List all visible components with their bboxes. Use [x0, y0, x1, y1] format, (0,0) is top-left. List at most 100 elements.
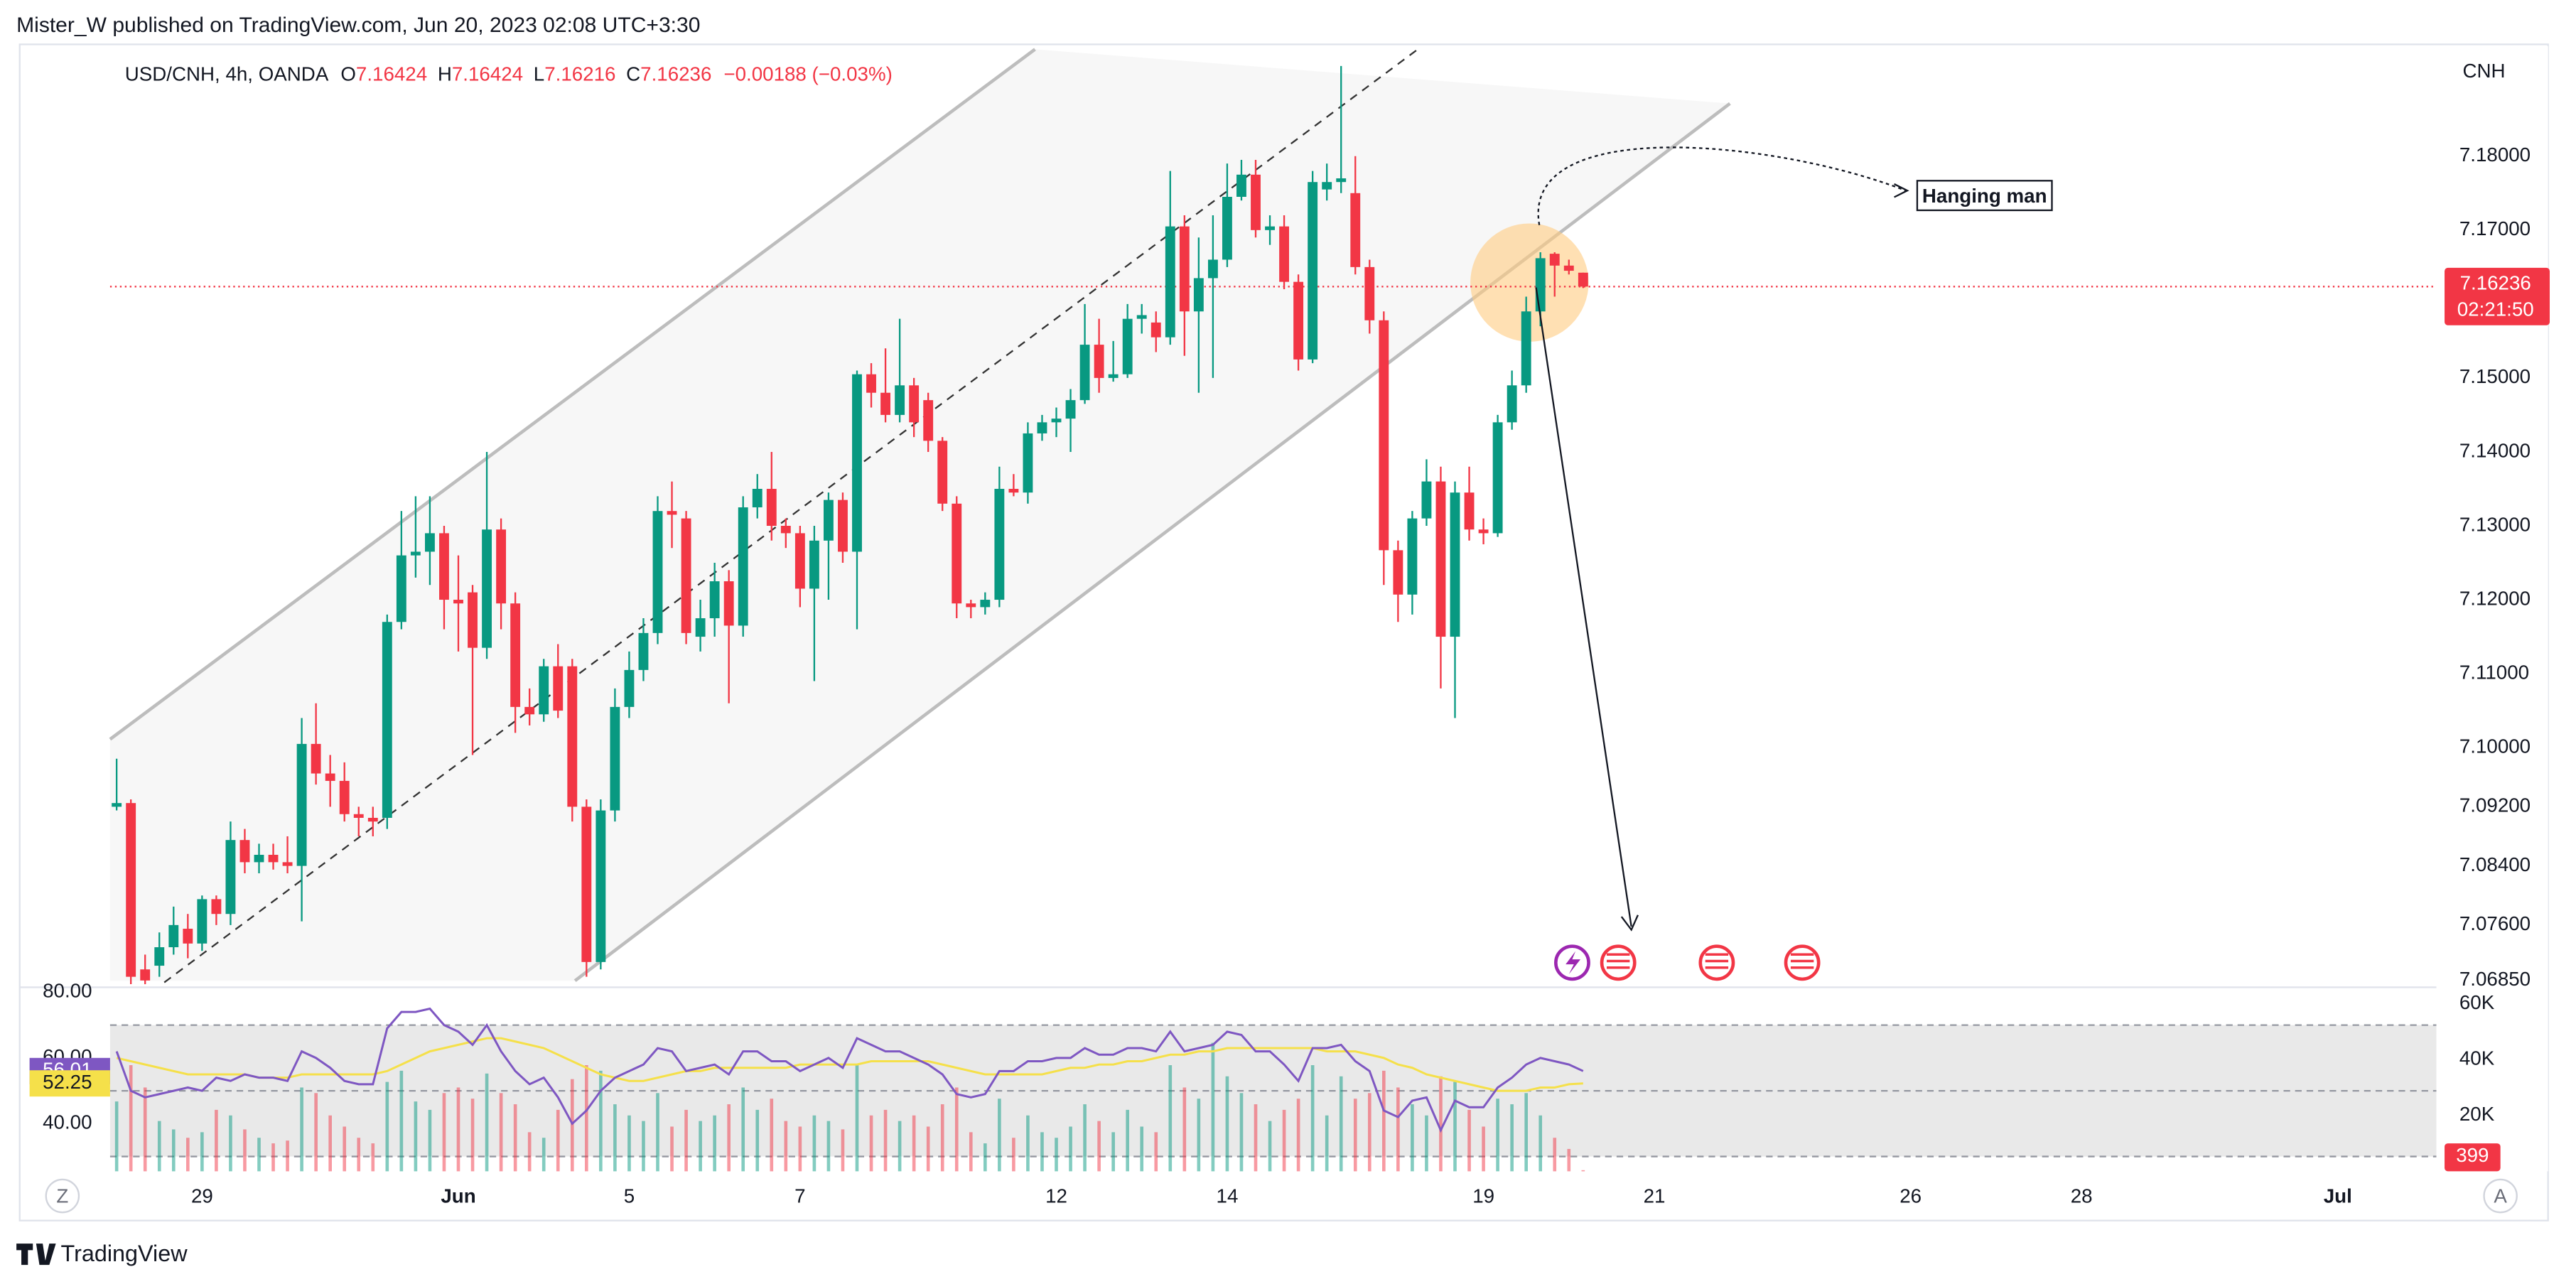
volume-bar — [1496, 1099, 1499, 1172]
volume-bar — [470, 1099, 475, 1172]
candle-body — [1051, 419, 1062, 423]
volume-bar — [912, 1115, 916, 1172]
candle-body — [1464, 492, 1475, 530]
candle-body — [1478, 529, 1489, 534]
rsi-tick-label: 80.00 — [43, 980, 92, 1002]
candle-body — [1578, 272, 1588, 287]
x-tick-label: 19 — [1472, 1185, 1494, 1207]
volume-bar — [1296, 1099, 1300, 1172]
candle-body — [1179, 226, 1190, 312]
candle-body — [1507, 385, 1517, 423]
candle-body — [296, 743, 307, 866]
candle-body — [1393, 550, 1403, 595]
event-icon[interactable] — [1698, 944, 1735, 981]
candle-body — [396, 555, 406, 622]
candle-body — [183, 929, 193, 944]
volume-bar — [926, 1126, 930, 1172]
y-tick-label: 7.11000 — [2459, 661, 2529, 683]
candle-body — [439, 533, 449, 600]
volume-bar — [898, 1121, 902, 1172]
currency: CNH — [2462, 60, 2505, 82]
volume-bar — [485, 1073, 489, 1172]
volume-bar — [129, 1065, 133, 1172]
candle-body — [1065, 400, 1076, 419]
x-tick-label: Jul — [2324, 1185, 2352, 1207]
ohlc-letter: O — [340, 63, 356, 85]
candle-body — [1336, 178, 1347, 183]
candle-body — [766, 488, 777, 526]
volume-bar — [741, 1087, 745, 1172]
volume-bar — [798, 1126, 802, 1172]
indicator-pane — [19, 986, 2548, 1172]
volume-bar — [841, 1129, 845, 1172]
highlight-circle — [1470, 223, 1589, 342]
event-icon[interactable] — [1600, 944, 1637, 981]
candle-body — [1521, 311, 1531, 386]
volume-bar — [371, 1143, 375, 1172]
button-label[interactable]: Z — [56, 1185, 68, 1207]
ohlc-value: 7.16424 — [452, 63, 523, 85]
volume-bar — [1239, 1093, 1244, 1172]
y-tick-label: 7.18000 — [2459, 144, 2531, 166]
volume-bar — [229, 1115, 232, 1172]
candle-body — [482, 529, 492, 648]
volume-bar — [998, 1099, 1001, 1172]
candle-body — [168, 924, 179, 948]
legend: USD/CNH, 4h, OANDA O7.16424 H7.16424 L7.… — [125, 63, 893, 85]
candle-body — [311, 743, 321, 774]
button-label[interactable]: A — [2494, 1185, 2507, 1207]
candle-body — [852, 374, 862, 552]
candle-body — [980, 600, 991, 608]
candle-body — [112, 803, 122, 807]
volume-bar — [1339, 1076, 1343, 1172]
volume-bar — [670, 1126, 674, 1172]
candle-body — [567, 666, 578, 807]
candle-body — [126, 803, 136, 977]
volume-bar — [1325, 1115, 1329, 1172]
volume-bar — [954, 1087, 959, 1172]
volume-bar — [499, 1093, 503, 1172]
ohlc-letter: H — [438, 63, 452, 85]
candle-body — [1094, 345, 1104, 378]
flag-stripes — [1607, 953, 1814, 969]
volume-bar — [286, 1140, 289, 1172]
volume-bar — [556, 1109, 560, 1172]
volume-bar — [300, 1087, 303, 1172]
candle-body — [1350, 193, 1361, 267]
candle-body — [367, 817, 378, 822]
y-tick-label: 7.10000 — [2459, 735, 2531, 757]
volume-bar — [727, 1104, 731, 1172]
volume-tick-label: 20K — [2459, 1103, 2495, 1125]
candle-body — [723, 581, 734, 626]
volume-bar — [1524, 1093, 1528, 1172]
candle-body — [738, 507, 748, 626]
volume-bar — [1510, 1104, 1514, 1172]
candle-body — [1037, 422, 1047, 433]
arrow-head — [1894, 183, 1909, 198]
volume-bar — [1026, 1115, 1030, 1172]
y-tick-label: 7.07600 — [2459, 912, 2531, 934]
candle-body — [1563, 265, 1574, 271]
candle-body — [624, 669, 635, 707]
candle-body — [752, 488, 762, 507]
y-tick-label: 7.13000 — [2459, 513, 2531, 535]
candle-body — [1535, 258, 1546, 312]
last-price-box — [2445, 267, 2550, 325]
volume-bar — [385, 1081, 389, 1172]
event-icon[interactable] — [1784, 944, 1821, 981]
candle-body — [667, 511, 677, 515]
candle-body — [1279, 226, 1290, 282]
x-tick-label: 29 — [191, 1185, 213, 1207]
candle-body — [1079, 345, 1090, 401]
volume-bar — [1168, 1065, 1173, 1172]
button[interactable] — [2483, 1178, 2518, 1214]
overlays: Hanging man — [1535, 146, 2053, 981]
x-tick-label: 12 — [1045, 1185, 1067, 1207]
volume-bar — [215, 1109, 218, 1172]
volume-bar — [428, 1109, 432, 1172]
candle-body — [1293, 281, 1304, 360]
annotation-curve — [1537, 146, 1907, 225]
button[interactable] — [45, 1178, 80, 1214]
